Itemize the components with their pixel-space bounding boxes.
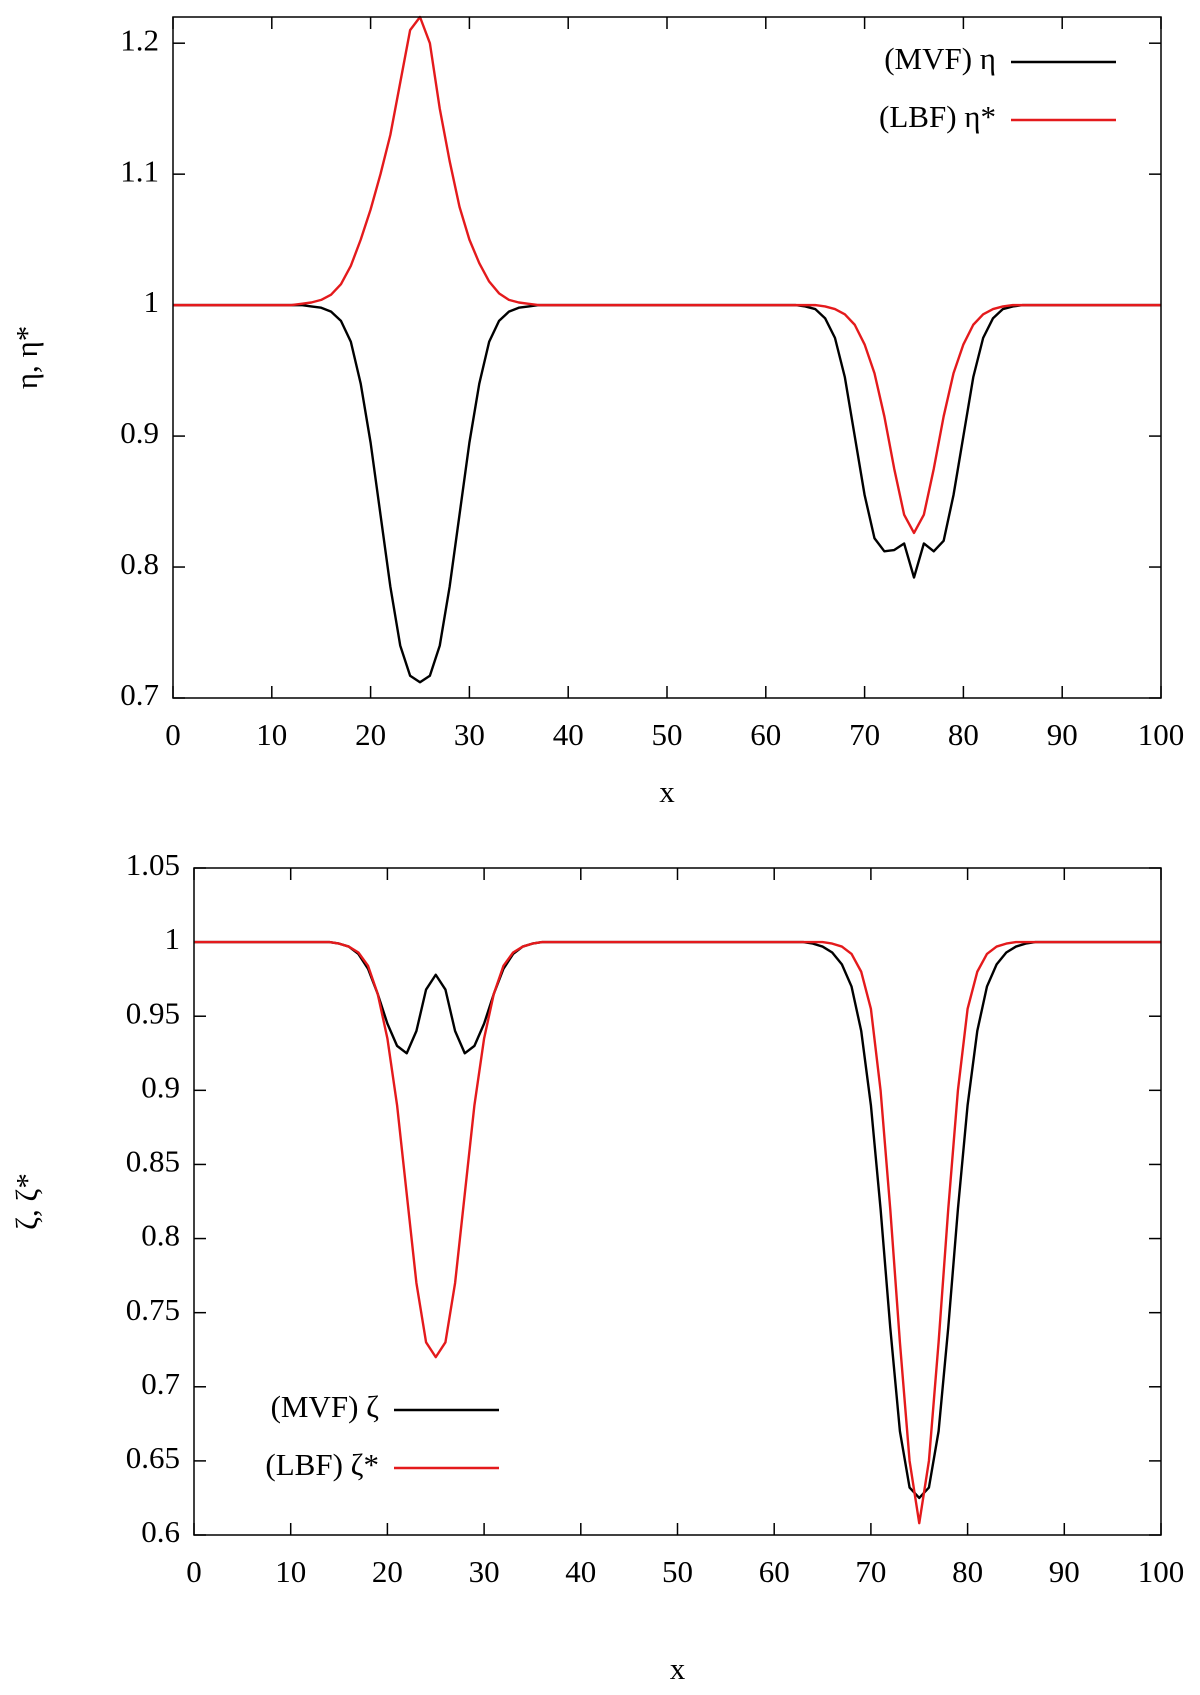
x-tick-label: 10 — [256, 717, 287, 752]
y-tick-label: 0.95 — [126, 995, 180, 1030]
data-line — [173, 303, 1161, 684]
x-tick-label: 20 — [355, 717, 386, 752]
x-tick-label: 60 — [759, 1554, 790, 1589]
x-tick-label: 80 — [952, 1554, 983, 1589]
y-tick-label: 0.9 — [120, 415, 159, 450]
x-axis-label: x — [659, 774, 675, 809]
y-tick-label: 0.8 — [141, 1218, 180, 1253]
x-tick-label: 80 — [948, 717, 979, 752]
legend-label: (LBF) ζ* — [265, 1447, 379, 1482]
legend-label: (MVF) ζ — [271, 1389, 380, 1424]
y-tick-label: 0.7 — [141, 1366, 180, 1401]
x-tick-label: 50 — [652, 717, 683, 752]
x-tick-label: 60 — [750, 717, 781, 752]
y-tick-label: 1 — [165, 921, 181, 956]
y-tick-label: 0.6 — [141, 1514, 180, 1549]
x-tick-label: 90 — [1049, 1554, 1080, 1589]
x-tick-label: 100 — [1138, 717, 1185, 752]
y-tick-label: 1.1 — [120, 153, 159, 188]
x-tick-label: 70 — [855, 1554, 886, 1589]
y-axis-label: η, η* — [9, 326, 44, 389]
y-tick-label: 1 — [144, 284, 160, 319]
y-tick-label: 0.8 — [120, 546, 159, 581]
y-tick-label: 1.2 — [120, 22, 159, 57]
legend-label: (MVF) η — [884, 41, 996, 76]
data-line — [173, 15, 1161, 535]
x-tick-label: 0 — [165, 717, 181, 752]
x-tick-label: 90 — [1047, 717, 1078, 752]
x-tick-label: 100 — [1138, 1554, 1185, 1589]
data-line — [194, 940, 1161, 1525]
y-tick-label: 0.65 — [126, 1440, 180, 1475]
y-tick-label: 0.9 — [141, 1069, 180, 1104]
y-tick-label: 0.75 — [126, 1292, 180, 1327]
x-tick-label: 50 — [662, 1554, 693, 1589]
legend-label: (LBF) η* — [879, 99, 996, 134]
x-tick-label: 30 — [454, 717, 485, 752]
y-tick-label: 0.7 — [120, 677, 159, 712]
y-axis-label: ζ, ζ* — [9, 1173, 44, 1230]
x-tick-label: 40 — [565, 1554, 596, 1589]
plot-frame — [193, 867, 1162, 1536]
x-tick-label: 20 — [372, 1554, 403, 1589]
plot-frame — [172, 16, 1162, 699]
y-tick-label: 1.05 — [126, 847, 180, 882]
x-tick-label: 30 — [469, 1554, 500, 1589]
x-tick-label: 70 — [849, 717, 880, 752]
x-tick-label: 40 — [553, 717, 584, 752]
y-tick-label: 0.85 — [126, 1144, 180, 1179]
x-tick-label: 10 — [275, 1554, 306, 1589]
x-axis-label: x — [670, 1651, 686, 1686]
x-tick-label: 0 — [186, 1554, 202, 1589]
